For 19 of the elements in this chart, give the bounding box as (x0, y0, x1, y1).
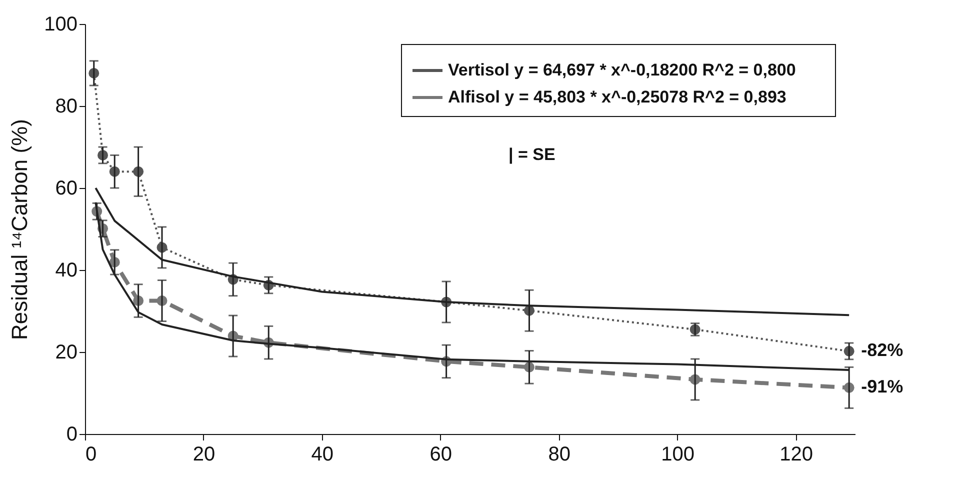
y-axis-title: Residual ¹⁴Carbon (%) (7, 119, 32, 340)
x-tick-label: 0 (86, 444, 97, 466)
y-tick-label: 0 (66, 424, 78, 446)
annotation: | = SE (508, 145, 556, 164)
x-tick-label: 40 (311, 444, 334, 466)
x-tick-label: 80 (548, 444, 570, 466)
annotation: -91% (861, 376, 904, 397)
x-tick-label: 120 (780, 444, 813, 466)
legend-label: Vertisol y = 64,697 * x^-0,18200 R^2 = 0,800 (448, 60, 796, 80)
y-tick-label: 60 (55, 178, 78, 200)
x-tick-label: 60 (430, 444, 452, 466)
y-tick-label: 20 (55, 342, 78, 364)
y-tick-label: 100 (44, 14, 78, 36)
legend-label: Alfisol y = 45,803 * x^-0,25078 R^2 = 0,893 (448, 88, 786, 106)
x-tick-label: 20 (192, 444, 216, 466)
annotation: -82% (861, 340, 904, 360)
y-tick-label: 80 (55, 96, 78, 118)
x-tick-label: 100 (661, 444, 694, 466)
y-tick-label: 40 (55, 260, 78, 282)
